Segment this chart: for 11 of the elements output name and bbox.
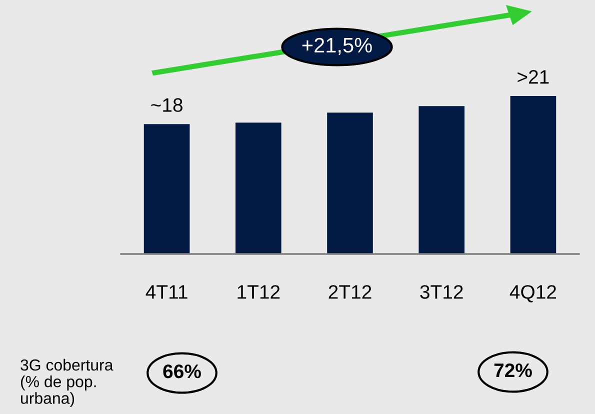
text: 3G cobertura (% de pop. urbana) — [20, 358, 114, 408]
data-label: ~18 — [151, 98, 182, 112]
x-tick-label: 1T12 — [238, 285, 280, 299]
x-tick-label: 2T12 — [328, 285, 372, 299]
data-label: >21 — [518, 70, 549, 84]
text: 72% — [494, 363, 532, 378]
x-tick-label: 4Q12 — [510, 285, 556, 302]
text: 66% — [163, 364, 201, 378]
x-tick-label: 4T11 — [146, 285, 188, 299]
annotation: +21,5% — [302, 38, 372, 56]
x-tick-label: 3T12 — [420, 285, 463, 299]
